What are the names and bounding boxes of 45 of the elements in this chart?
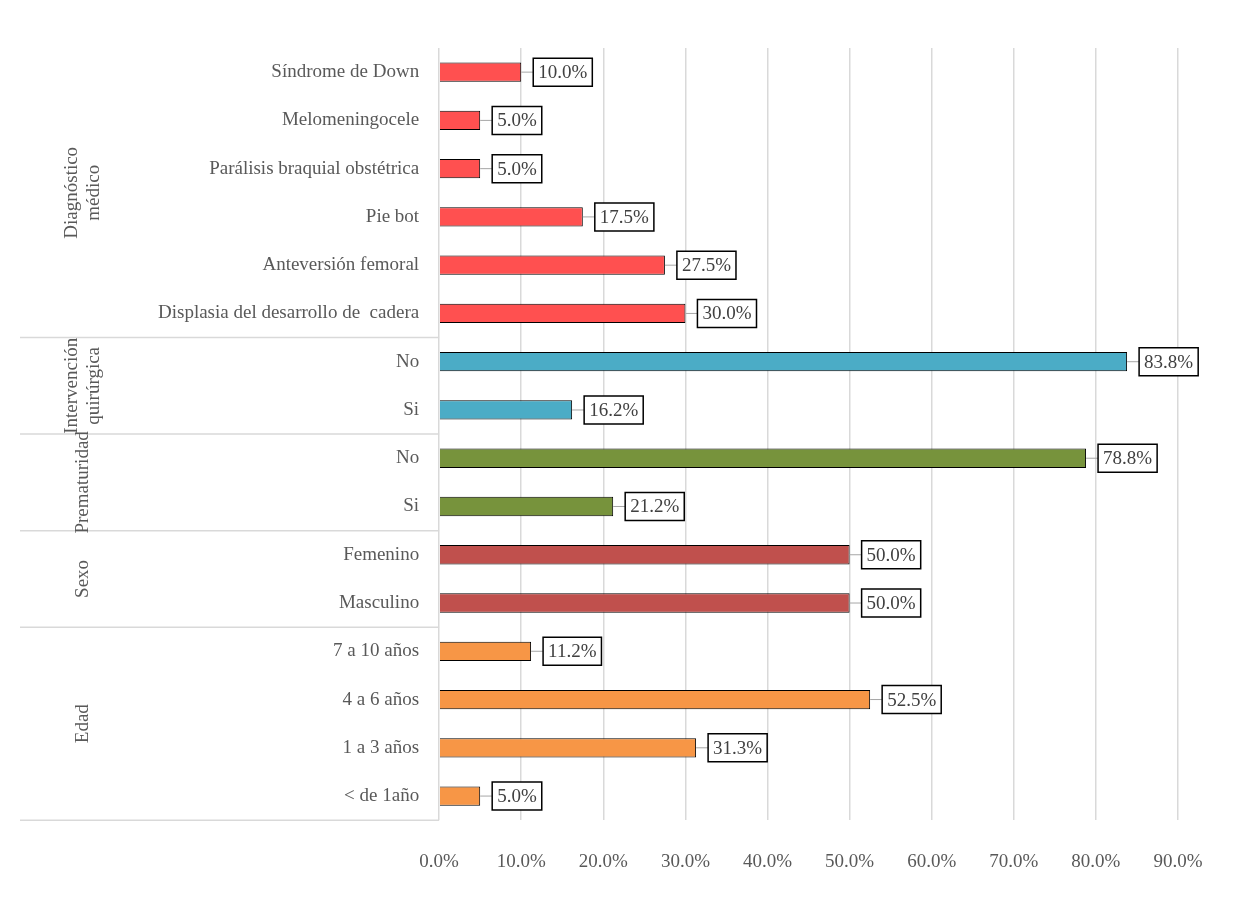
data-label: 17.5% [599, 205, 650, 227]
y-tick-label: 7 a 10 años [333, 639, 420, 661]
y-tick-label: 4 a 6 años [342, 687, 420, 709]
y-tick-label: 1 a 3 años [342, 735, 420, 757]
data-label: 30.0% [702, 302, 752, 324]
y-tick-label: Anteversión femoral [262, 253, 420, 275]
data-label: 50.0% [866, 592, 916, 613]
x-tick-label: 10.0% [496, 849, 546, 871]
data-label: 5.0% [497, 109, 537, 131]
data-label: 31.3% [713, 736, 763, 758]
data-label: 52.5% [887, 688, 937, 710]
text: Diagnóstico médico [59, 146, 103, 239]
data-label: 11.2% [548, 640, 597, 662]
y-tick-label: Síndrome de Down [271, 60, 420, 82]
y-tick-label: Si [403, 397, 420, 419]
data-label: 78.8% [1103, 447, 1153, 469]
x-tick-label: 80.0% [1071, 849, 1121, 871]
data-label: 27.5% [681, 254, 732, 276]
y-tick-label: Displasia del desarrollo de cadera [158, 301, 420, 323]
y-tick-label: Masculino [338, 591, 420, 612]
y-tick-label: < de 1año [344, 784, 420, 806]
y-tick-label: No [395, 349, 420, 371]
x-tick-label: 20.0% [578, 849, 629, 871]
data-label: 5.0% [497, 785, 537, 807]
data-label: 5.0% [497, 157, 537, 179]
y-tick-label: No [395, 446, 420, 468]
data-label: 16.2% [589, 398, 639, 420]
data-label: 50.0% [866, 543, 916, 565]
y-tick-label: Pie bot [365, 204, 420, 226]
x-tick-label: 60.0% [907, 849, 957, 871]
x-tick-label: 40.0% [742, 849, 793, 871]
y-tick-label: Parálisis braquial obstétrica [209, 156, 420, 178]
text: Edad [70, 703, 92, 744]
text: Sexo [70, 559, 92, 598]
x-tick-label: 70.0% [989, 849, 1039, 871]
x-tick-label: 0.0% [419, 849, 460, 871]
data-label: 21.2% [630, 495, 680, 517]
x-tick-label: 50.0% [825, 849, 875, 871]
y-tick-label: Melomeningocele [281, 108, 420, 130]
y-tick-label: Femenino [343, 542, 420, 564]
y-tick-label: Si [403, 494, 420, 516]
x-tick-label: 90.0% [1153, 849, 1203, 871]
x-tick-label: 30.0% [660, 849, 711, 871]
data-label: 10.0% [538, 61, 588, 83]
data-label: 83.8% [1144, 350, 1194, 372]
